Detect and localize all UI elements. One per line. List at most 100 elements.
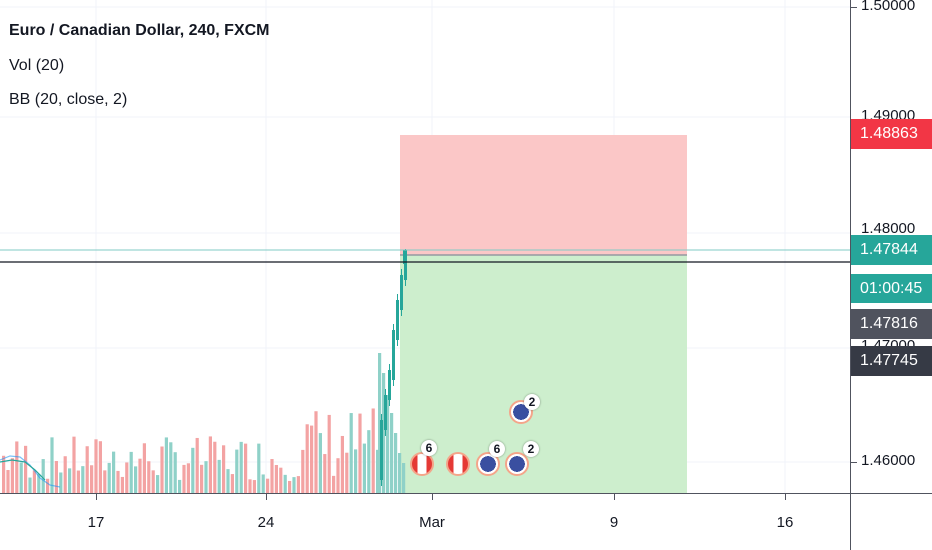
candle-body (403, 250, 407, 264)
event-count-badge: 2 (524, 394, 540, 410)
volume-bar (10, 458, 14, 493)
volume-bar (90, 465, 94, 493)
time-tick (96, 494, 97, 500)
volume-bar (107, 462, 111, 493)
volume-bar (226, 469, 230, 493)
volume-bar (98, 441, 102, 493)
volume-bar (54, 461, 58, 493)
canada-flag-icon[interactable] (410, 452, 434, 476)
volume-bar (288, 480, 292, 493)
last-price-tag: 1.47844 (851, 235, 932, 265)
volume-bar (402, 463, 406, 493)
volume-bar (103, 470, 107, 493)
volume-bar (50, 437, 54, 493)
bid-price-tag: 1.47816 (851, 309, 932, 339)
bollinger-bands-label[interactable]: BB (20, close, 2) (9, 91, 128, 108)
volume-bar (112, 451, 116, 493)
volume-bar (332, 475, 336, 493)
time-label-24: 24 (257, 514, 275, 531)
volume-bar (222, 445, 226, 493)
volume-bar (266, 478, 270, 493)
volume-bar (24, 445, 28, 493)
candle-body (400, 275, 403, 310)
volume-bar (244, 443, 248, 493)
time-label-16: 16 (776, 514, 794, 531)
volume-bar (358, 413, 362, 493)
volume-bar (85, 446, 89, 493)
volume-bar (390, 413, 394, 493)
event-count-badge: 2 (523, 441, 539, 457)
price-label-5: 1.46000 (861, 452, 916, 469)
volume-bar (59, 472, 63, 493)
time-tick (785, 494, 786, 500)
volume-bar (72, 436, 76, 493)
bar-countdown-tag: 01:00:45 (851, 273, 932, 303)
volume-bar (378, 353, 382, 493)
volume-bar (362, 443, 366, 493)
volume-bar (398, 453, 402, 493)
volume-bar (6, 470, 10, 493)
volume-bar (94, 439, 98, 493)
volume-bar (382, 373, 386, 493)
price-tick (851, 7, 857, 8)
time-axis[interactable]: 17 24 Mar 9 16 (0, 493, 850, 550)
volume-bar (208, 436, 212, 493)
volume-bar (182, 464, 186, 493)
volume-indicator-label[interactable]: Vol (20) (9, 57, 65, 74)
volume-bar (178, 479, 182, 493)
event-count-badge: 6 (489, 441, 505, 457)
canada-flag-icon[interactable] (446, 452, 470, 476)
volume-bar (270, 459, 274, 493)
candle-body (388, 370, 391, 400)
volume-bar (134, 466, 138, 493)
volume-bar (129, 451, 133, 493)
candle-body (384, 395, 387, 430)
stop-loss-zone (400, 135, 687, 255)
time-label-9: 9 (609, 514, 619, 531)
volume-bar (318, 433, 322, 493)
volume-bar (169, 442, 173, 493)
volume-bar (310, 425, 314, 493)
eu-flag-icon[interactable] (505, 452, 529, 476)
entry-price-tag: 1.47745 (851, 346, 932, 376)
axis-corner (850, 493, 932, 550)
symbol-title[interactable]: Euro / Canadian Dollar, 240, FXCM (9, 22, 270, 39)
volume-bar (296, 476, 300, 493)
volume-bar (164, 437, 168, 493)
volume-bar (156, 475, 160, 493)
volume-bar (217, 459, 221, 493)
volume-bar (186, 463, 190, 493)
volume-bar (239, 441, 243, 493)
price-chart[interactable] (0, 0, 850, 493)
volume-bar (151, 470, 155, 493)
volume-bar (257, 443, 261, 493)
volume-bar (2, 455, 6, 493)
volume-bar (261, 474, 265, 493)
volume-bar (248, 479, 252, 493)
price-axis[interactable]: 1.50000 1.49000 1.48000 1.47000 1.46000 … (850, 0, 932, 493)
volume-bar (68, 468, 72, 493)
candle-body (392, 330, 395, 380)
volume-bar (274, 464, 278, 493)
volume-bar (367, 430, 371, 493)
volume-bar (314, 411, 318, 493)
volume-bar (292, 477, 296, 493)
time-tick (432, 494, 433, 500)
volume-bar (345, 452, 349, 493)
volume-bar (46, 478, 50, 493)
volume-bar (191, 447, 195, 493)
price-label-3: 1.48000 (861, 220, 916, 237)
chart-pane[interactable]: Euro / Canadian Dollar, 240, FXCM Vol (2… (0, 0, 850, 493)
volume-bar (142, 443, 146, 493)
volume-bar (173, 452, 177, 493)
volume-bar (354, 449, 358, 493)
volume-bar (305, 424, 309, 493)
candle-body (404, 255, 407, 280)
volume-bar (147, 461, 151, 493)
volume-bar (230, 474, 234, 493)
volume-bar (138, 458, 142, 493)
price-label-1: 1.50000 (861, 0, 916, 14)
volume-bar (63, 456, 67, 493)
volume-bar (19, 462, 23, 493)
volume-bar (283, 474, 287, 493)
